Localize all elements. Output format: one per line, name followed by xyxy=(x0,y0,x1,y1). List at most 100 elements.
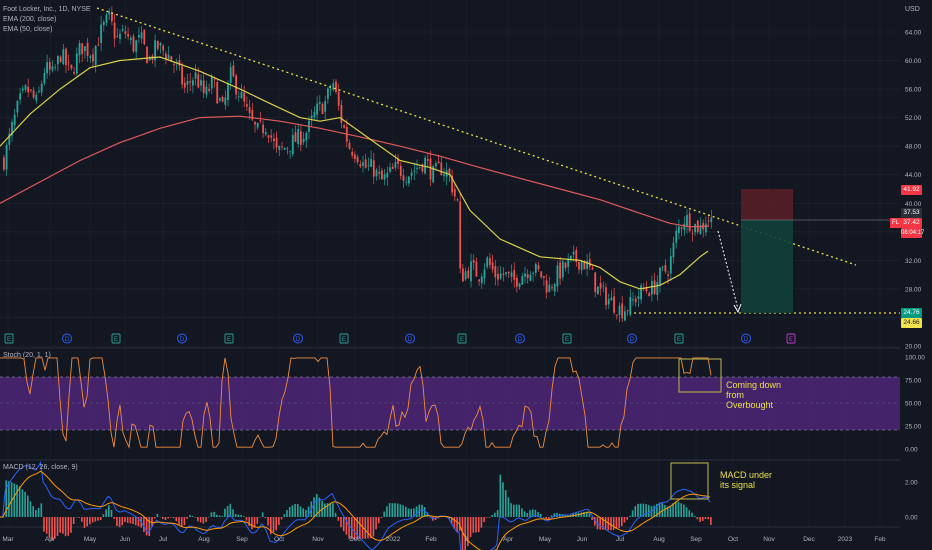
stoch-legend: Stoch (20, 1, 1) xyxy=(3,352,51,359)
earnings-marker[interactable]: E xyxy=(562,333,572,344)
stoch-annotation: Coming down from Overbought xyxy=(726,380,782,410)
candle-body xyxy=(121,28,124,31)
last-price-tag: 37.42 xyxy=(901,218,922,228)
macd-histogram-bar xyxy=(345,517,348,535)
macd-histogram-bar xyxy=(680,503,682,517)
candle-body xyxy=(683,223,686,230)
candle-body xyxy=(559,262,561,279)
candle-body xyxy=(456,199,459,201)
macd-histogram-bar xyxy=(672,503,674,517)
macd-histogram-bar xyxy=(175,517,178,522)
candle-body xyxy=(213,79,216,81)
candle-body xyxy=(637,296,640,299)
signal-line xyxy=(0,470,711,550)
macd-histogram-bar xyxy=(32,506,34,517)
macd-histogram-bar xyxy=(197,517,199,522)
candle-body xyxy=(237,96,240,98)
stop-price-tag: 41.92 xyxy=(901,185,922,195)
svg-text:E: E xyxy=(342,337,346,343)
time-tick-label: Dec xyxy=(349,536,361,543)
candle-body xyxy=(472,260,475,263)
candle-body xyxy=(602,286,605,288)
macd-histogram-bar xyxy=(353,517,356,540)
svg-text:D: D xyxy=(518,337,523,343)
macd-histogram-bar xyxy=(162,517,164,519)
candle-body xyxy=(459,201,462,269)
candle-body xyxy=(16,100,19,113)
macd-histogram-bar xyxy=(415,506,418,517)
candle-body xyxy=(548,284,551,292)
time-tick-label: Sep xyxy=(690,536,702,543)
price-candles xyxy=(3,6,713,323)
earnings-marker[interactable]: E xyxy=(457,333,467,344)
candle-body xyxy=(591,267,594,270)
candle-body xyxy=(294,132,297,142)
price-axis: 64.0060.0056.0052.0048.0044.0040.0036.00… xyxy=(905,30,925,522)
macd-histogram-bar xyxy=(437,517,439,519)
candle-body xyxy=(297,128,300,144)
dividend-marker[interactable]: D xyxy=(741,333,751,344)
candle-body xyxy=(256,122,259,128)
earnings-marker[interactable]: E xyxy=(339,333,349,344)
time-axis: Mar Apr May Jun Jul Aug Sep Oct Nov Dec 2022 Feb 2 Ap… xyxy=(2,536,886,543)
macd-legend: MACD (12, 26, close, 9) xyxy=(3,464,78,471)
dividend-marker[interactable]: D xyxy=(293,333,303,344)
candle-body xyxy=(699,225,702,234)
candle-body xyxy=(399,165,402,176)
dividend-marker[interactable]: D xyxy=(177,333,187,344)
candle-body xyxy=(613,296,615,313)
macd-histogram-bar xyxy=(513,504,515,517)
earnings-marker[interactable]: E xyxy=(4,333,14,344)
macd-histogram-bar xyxy=(383,511,385,517)
macd-histogram-bar xyxy=(704,517,707,520)
earnings-marker[interactable]: E xyxy=(674,333,684,344)
macd-histogram-bar xyxy=(348,517,350,539)
dividend-marker[interactable]: D xyxy=(515,333,525,344)
earnings-marker[interactable]: E xyxy=(111,333,121,344)
candle-body xyxy=(621,303,624,319)
earnings-marker[interactable]: E xyxy=(224,333,234,344)
macd-histogram-bar xyxy=(456,517,458,533)
macd-histogram-bar xyxy=(504,490,507,517)
dividend-marker[interactable]: D xyxy=(405,333,415,344)
macd-histogram-bar xyxy=(89,517,91,525)
macd-histogram-bar xyxy=(391,503,394,517)
candle-body xyxy=(148,57,151,61)
candle-body xyxy=(132,36,135,52)
candle-body xyxy=(183,82,186,88)
earnings-marker[interactable]: E xyxy=(786,333,796,344)
candle-body xyxy=(318,102,321,104)
macd-histogram-bar xyxy=(97,517,99,521)
macd-histogram-bar xyxy=(332,503,334,517)
candle-body xyxy=(178,60,181,66)
macd-histogram-bar xyxy=(113,517,115,519)
candle-body xyxy=(170,56,173,62)
macd-histogram-bar xyxy=(189,515,191,517)
dividend-marker[interactable]: D xyxy=(62,333,72,344)
candle-body xyxy=(464,271,467,280)
macd-histogram-bar xyxy=(62,517,64,534)
candle-body xyxy=(413,170,416,172)
macd-histogram-bar xyxy=(45,517,48,534)
ema-price-tag: 37.53 xyxy=(901,208,922,218)
macd-histogram-bar xyxy=(426,512,429,517)
macd-histogram-bar xyxy=(553,513,556,517)
candle-body xyxy=(583,261,586,270)
time-tick-label: Oct xyxy=(274,536,284,543)
candle-body xyxy=(51,66,54,71)
candle-body xyxy=(219,98,221,101)
candle-body xyxy=(402,175,405,181)
candle-body xyxy=(483,269,486,279)
macd-histogram-bar xyxy=(475,517,477,533)
price-tick-label: 40.00 xyxy=(905,201,922,208)
candle-body xyxy=(8,133,11,145)
stoch-highlight-box xyxy=(678,358,722,393)
macd-histogram-bar xyxy=(666,506,669,517)
candle-body xyxy=(5,145,8,170)
candle-body xyxy=(173,64,175,66)
candle-body xyxy=(678,226,680,234)
dividend-marker[interactable]: D xyxy=(627,333,637,344)
time-tick-label: Aug xyxy=(653,536,665,543)
candle-body xyxy=(262,124,264,134)
candle-body xyxy=(138,34,140,38)
